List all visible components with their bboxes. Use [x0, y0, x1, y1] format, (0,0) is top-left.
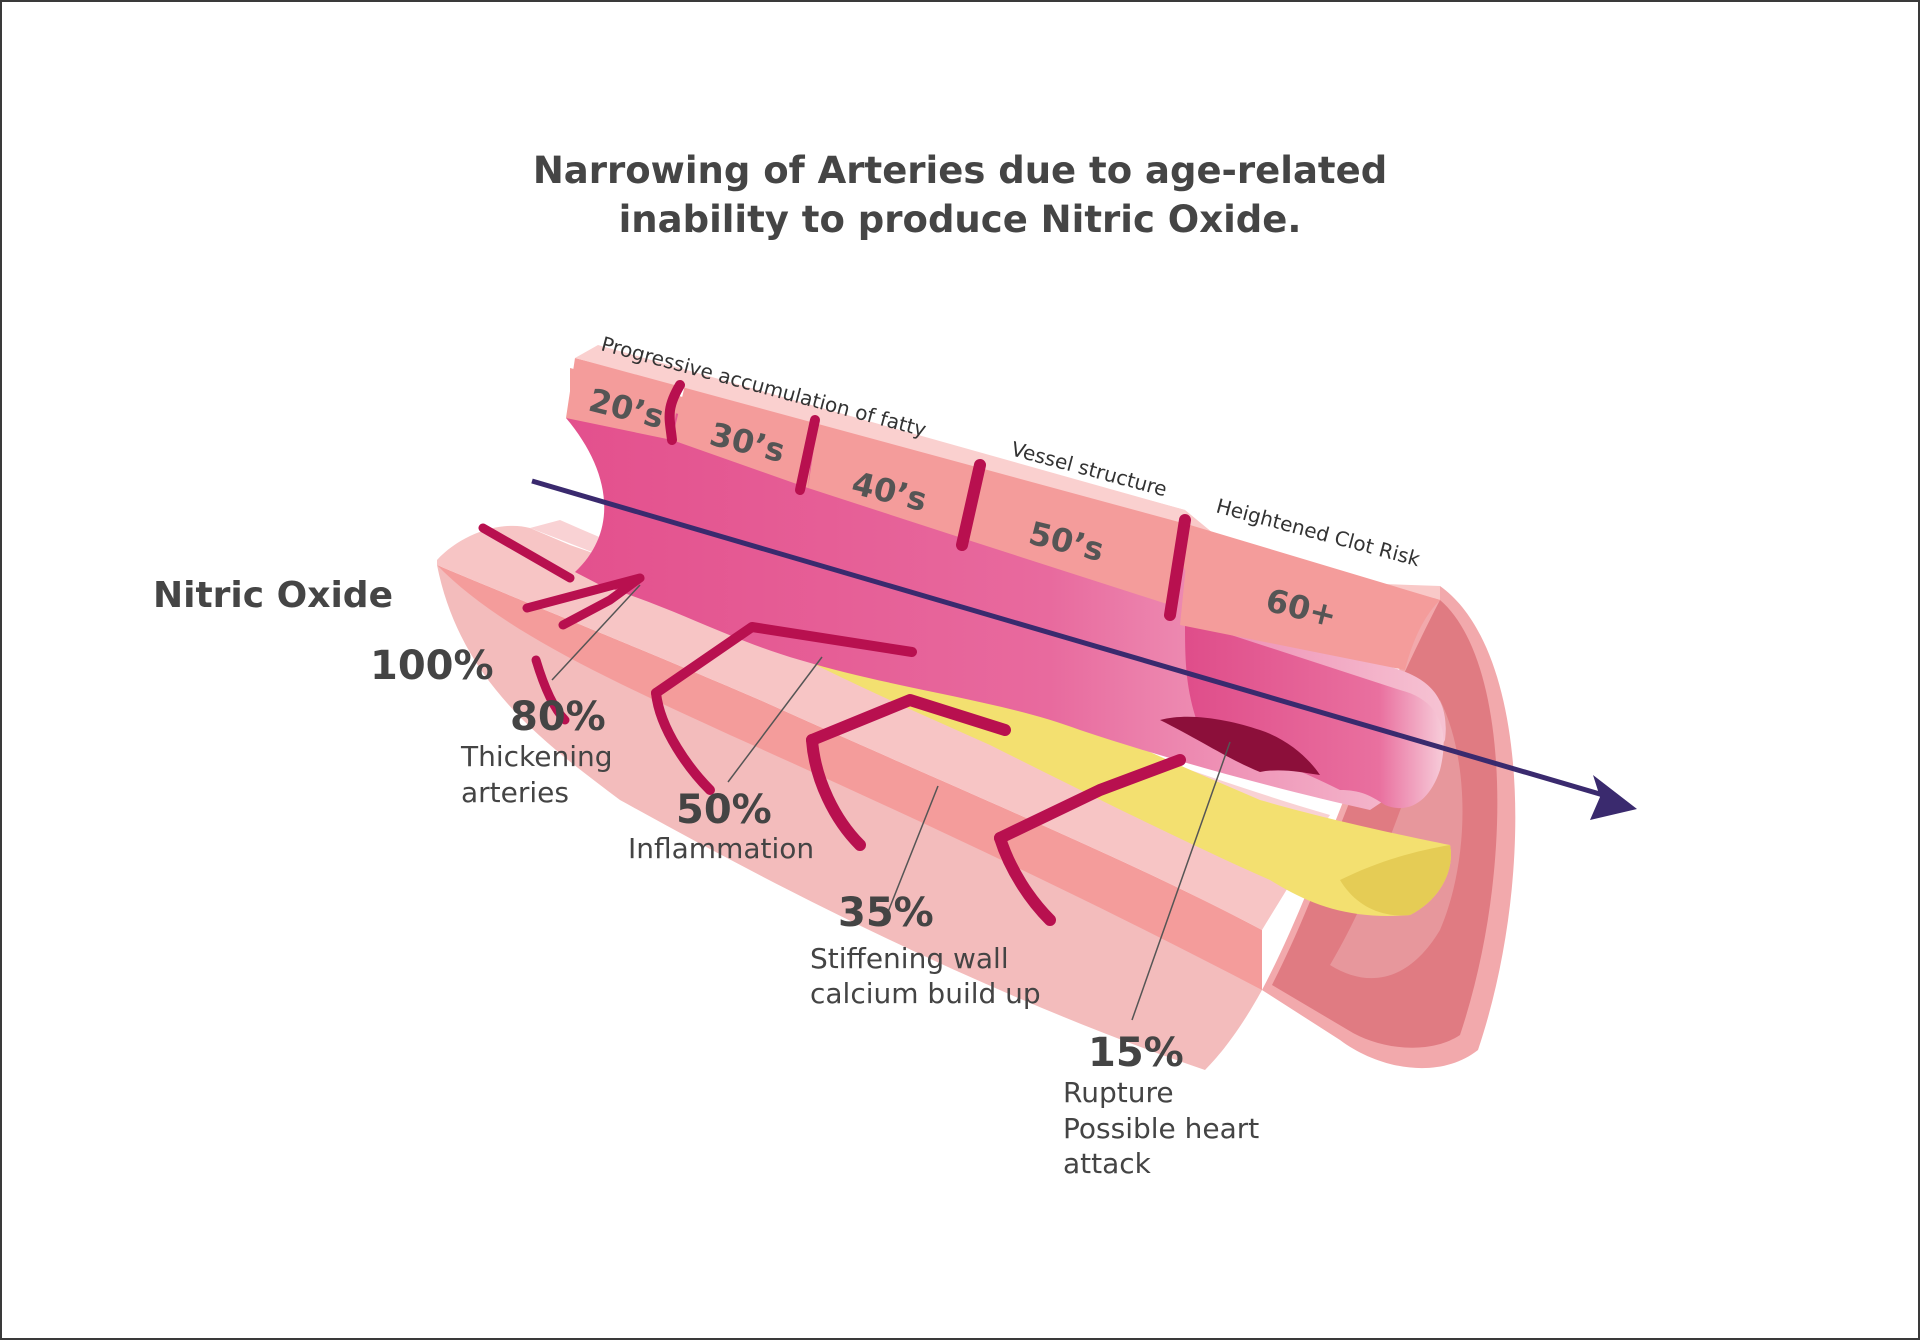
separator-8: [806, 734, 866, 851]
separator-3: [651, 622, 917, 698]
artery-mid-wall: [437, 565, 1262, 990]
leader-80: [551, 584, 641, 681]
separator-top-3: [956, 459, 986, 551]
artery-plaque-shadow: [1340, 845, 1451, 916]
separator-top-4: [1164, 514, 1191, 621]
decade-cap-50s: [968, 466, 1180, 605]
stage-percent-35: 35%: [838, 890, 934, 936]
stage-desc-35-line2: calcium build up: [810, 977, 1041, 1010]
leader-50: [727, 656, 823, 783]
leader-35: [883, 785, 939, 923]
artery-top-band: [566, 345, 1446, 810]
separator-6: [531, 655, 570, 725]
stage-desc-35-line1: Stiffening wall: [810, 942, 1009, 975]
stage-desc-50-line1: Inflammation: [628, 832, 814, 865]
stage-desc-80-line1: Thickening: [460, 740, 613, 773]
decade-cap-60s: [1180, 525, 1440, 670]
separator-4: [806, 694, 1011, 746]
nitric-oxide-arrow: [531, 478, 1637, 820]
stage-percent-100: 100%: [370, 643, 494, 689]
separator-1: [478, 523, 575, 583]
stage-percent-15: 15%: [1088, 1030, 1184, 1076]
separator-7: [651, 688, 715, 795]
artery-front-top-face: [437, 525, 1320, 930]
separator-top-2: [795, 415, 820, 495]
blood-clot: [1160, 716, 1320, 775]
stage-percent-50: 50%: [676, 787, 772, 833]
decade-cap-rim: [575, 345, 1190, 525]
separator-top-1: [664, 380, 685, 445]
separator-9: [994, 832, 1056, 926]
nitric-oxide-label: Nitric Oxide: [153, 575, 393, 616]
stage-desc-15-line3: attack: [1063, 1147, 1152, 1180]
arrow-head: [1590, 775, 1637, 820]
title-line-1: Narrowing of Arteries due to age-related: [533, 149, 1387, 192]
stage-percent-80: 80%: [510, 694, 606, 740]
stage-desc-15-line2: Possible heart: [1063, 1112, 1259, 1145]
separator-5: [994, 754, 1186, 844]
stage-desc-15-line1: Rupture: [1063, 1076, 1174, 1109]
arrow-shaft: [531, 478, 1611, 800]
stage-desc-80-line2: arteries: [461, 776, 569, 809]
leader-lines: [551, 584, 1231, 1021]
title-line-2: inability to produce Nitric Oxide.: [619, 198, 1302, 241]
decade-cap-40s: [808, 420, 980, 540]
leader-15: [1131, 741, 1231, 1021]
separator-2: [522, 573, 645, 630]
artery-lumen-60s: [1185, 620, 1444, 809]
segment-separators: [478, 380, 1191, 926]
